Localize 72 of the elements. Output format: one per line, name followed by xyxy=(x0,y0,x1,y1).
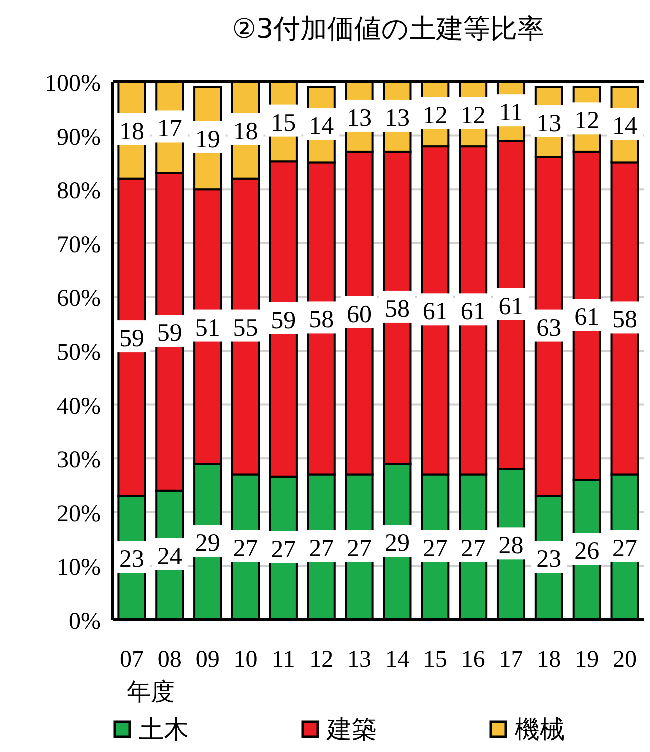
legend-label: 土木 xyxy=(139,715,189,744)
data-label: 13 xyxy=(384,104,410,132)
data-label: 14 xyxy=(612,113,638,140)
chart-title: ②3付加価値の土建等比率 xyxy=(232,14,545,45)
data-label: 27 xyxy=(422,535,448,562)
x-tick-label: 07 xyxy=(120,647,144,673)
data-label: 12 xyxy=(574,108,600,135)
data-label: 58 xyxy=(309,306,334,334)
y-tick-label: 40% xyxy=(57,394,101,420)
data-label: 27 xyxy=(460,535,486,562)
x-tick-label: 11 xyxy=(272,647,296,673)
x-tick-label: 13 xyxy=(348,647,372,673)
data-label: 28 xyxy=(498,532,524,560)
data-label: 27 xyxy=(271,536,296,564)
data-label: 27 xyxy=(612,535,638,562)
data-label: 13 xyxy=(536,110,562,138)
y-tick-label: 70% xyxy=(57,232,101,258)
data-label: 27 xyxy=(309,535,334,562)
y-tick-label: 90% xyxy=(57,124,101,151)
y-tick-label: 80% xyxy=(57,178,101,205)
x-tick-label: 09 xyxy=(196,647,220,673)
data-label: 19 xyxy=(195,126,220,154)
data-label: 12 xyxy=(460,102,486,130)
data-label: 14 xyxy=(309,113,335,140)
x-tick-label: 12 xyxy=(310,647,334,673)
data-label: 26 xyxy=(574,538,600,566)
data-label: 59 xyxy=(271,307,296,334)
data-label: 58 xyxy=(384,296,410,323)
data-label: 15 xyxy=(271,110,296,137)
y-tick-label: 50% xyxy=(57,340,101,366)
data-label: 60 xyxy=(347,301,372,328)
y-tick-label: 30% xyxy=(57,448,101,474)
x-tick-label: 08 xyxy=(158,647,182,673)
x-tick-label: 17 xyxy=(499,647,524,673)
data-label: 61 xyxy=(422,298,448,326)
data-label: 24 xyxy=(157,543,183,570)
data-label: 58 xyxy=(612,306,638,334)
data-label: 59 xyxy=(119,326,144,353)
x-axis-title: 年度 xyxy=(126,678,175,706)
data-label: 12 xyxy=(422,102,448,130)
x-tick-label: 15 xyxy=(423,647,448,673)
data-label: 27 xyxy=(347,535,372,562)
data-label: 55 xyxy=(233,314,258,342)
data-label: 13 xyxy=(347,104,372,132)
data-label: 51 xyxy=(195,314,220,342)
y-tick-label: 10% xyxy=(57,555,101,582)
data-label: 63 xyxy=(536,314,562,342)
data-label: 23 xyxy=(119,546,144,574)
data-label: 17 xyxy=(157,116,182,143)
data-label: 29 xyxy=(195,530,220,557)
data-label: 61 xyxy=(498,293,524,320)
legend-label: 機械 xyxy=(515,715,565,744)
data-label: 59 xyxy=(157,320,182,348)
y-tick-label: 60% xyxy=(57,286,101,312)
y-tick-label: 20% xyxy=(57,501,101,528)
data-label: 11 xyxy=(499,100,524,127)
x-tick-label: 10 xyxy=(234,647,258,673)
data-label: 61 xyxy=(574,304,600,332)
data-label: 23 xyxy=(536,546,562,574)
x-tick-label: 16 xyxy=(461,647,486,673)
x-tick-label: 19 xyxy=(575,647,600,673)
data-label: 18 xyxy=(233,118,258,146)
data-label: 18 xyxy=(119,118,144,146)
data-label: 29 xyxy=(384,530,410,557)
x-tick-label: 18 xyxy=(537,647,562,673)
y-tick-label: 100% xyxy=(45,71,101,97)
x-tick-label: 20 xyxy=(613,647,638,673)
data-label: 61 xyxy=(460,298,486,326)
legend-label: 建築 xyxy=(326,715,377,744)
data-label: 27 xyxy=(233,535,258,562)
x-tick-label: 14 xyxy=(385,647,410,673)
y-tick-label: 0% xyxy=(69,609,101,635)
